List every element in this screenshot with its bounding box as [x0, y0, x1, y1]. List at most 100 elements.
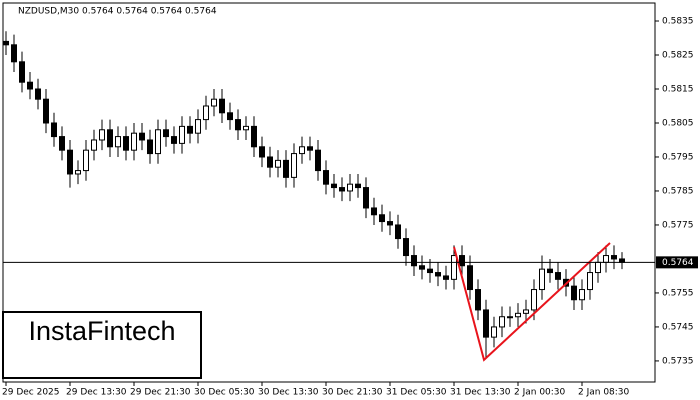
candle-body — [451, 255, 457, 280]
candle-body — [331, 183, 337, 189]
candle-body — [515, 312, 521, 318]
candle-body — [195, 119, 201, 134]
x-tick-label: 30 Dec 05:30 — [194, 388, 255, 398]
candle-body — [187, 125, 193, 134]
candle-body — [427, 268, 433, 274]
candle-body — [571, 285, 577, 301]
candle-body — [171, 136, 177, 144]
candle-body — [251, 125, 257, 148]
candle-body — [275, 159, 281, 168]
candle-body — [99, 129, 105, 141]
candle-body — [483, 309, 489, 338]
candle-body — [91, 139, 97, 151]
candle-body — [179, 125, 185, 144]
candle-body — [115, 136, 121, 148]
x-tick-label: 30 Dec 21:30 — [322, 388, 383, 398]
candle-body — [443, 275, 449, 280]
candle-body — [611, 255, 617, 260]
candle-body — [155, 129, 161, 155]
current-price-label: 0.5764 — [662, 258, 694, 268]
candle-body — [347, 183, 353, 192]
candle-body — [523, 309, 529, 314]
candle-body — [11, 44, 17, 63]
logo: InstaFintech — [28, 316, 175, 346]
candle-body — [227, 112, 233, 121]
x-tick-label: 30 Dec 13:30 — [258, 388, 319, 398]
candle-body — [411, 255, 417, 267]
candle-body — [339, 187, 345, 192]
y-tick-label: 0.5795 — [662, 152, 694, 162]
candle-body — [259, 146, 265, 158]
x-tick-label: 31 Dec 13:30 — [450, 388, 511, 398]
candle-body — [507, 316, 513, 319]
candle-body — [371, 207, 377, 216]
candle-body — [603, 255, 609, 263]
candle-body — [355, 183, 361, 189]
candle-body — [75, 170, 81, 175]
candle-body — [299, 146, 305, 155]
x-tick-label: 29 Dec 13:30 — [66, 388, 127, 398]
candle-body — [163, 129, 169, 138]
candle-body — [595, 261, 601, 274]
y-tick-label: 0.5755 — [662, 288, 694, 298]
candle-body — [19, 61, 25, 83]
candle-body — [3, 40, 9, 46]
candle-body — [291, 153, 297, 178]
candle-body — [467, 265, 473, 291]
y-tick-label: 0.5775 — [662, 220, 694, 230]
candle-body — [475, 289, 481, 311]
candle-body — [315, 149, 321, 172]
pattern-line — [453, 242, 611, 362]
candle-body — [379, 214, 385, 223]
candle-body — [387, 221, 393, 226]
candle-body — [139, 132, 145, 141]
x-tick-label: 29 Dec 2025 — [2, 388, 60, 398]
candle-body — [555, 272, 561, 280]
candle-body — [323, 170, 329, 185]
candle-body — [419, 265, 425, 270]
candle-body — [307, 146, 313, 151]
x-tick-label: 29 Dec 21:30 — [130, 388, 191, 398]
candle-body — [459, 255, 465, 267]
candle-body — [283, 159, 289, 178]
candle-body — [83, 149, 89, 172]
y-tick-label: 0.5825 — [662, 51, 694, 61]
candle-body — [35, 88, 41, 100]
candle-body — [267, 156, 273, 168]
candle-body — [539, 268, 545, 291]
y-tick-label: 0.5835 — [662, 17, 694, 27]
y-tick-label: 0.5815 — [662, 84, 694, 94]
candle-body — [211, 98, 217, 107]
candle-body — [43, 98, 49, 124]
candle-body — [579, 289, 585, 301]
candle-body — [491, 326, 497, 338]
candle-body — [363, 187, 369, 209]
candle-body — [147, 139, 153, 155]
candle-body — [403, 238, 409, 257]
logo-box — [2, 311, 202, 379]
candle-body — [27, 81, 33, 90]
candle-body — [235, 119, 241, 131]
candle-body — [619, 258, 625, 263]
marks: 0.5835 0.5825 0.5815 0.5805 0.5795 0.5785 0.57… — [2, 17, 694, 398]
candle-body — [203, 105, 209, 121]
candle-body — [531, 289, 537, 311]
y-tick-label: 0.5745 — [662, 322, 694, 332]
x-tick-label: 2 Jan 08:30 — [578, 388, 630, 398]
candle-body — [131, 132, 137, 151]
y-tick-label: 0.5805 — [662, 118, 694, 128]
y-tick-label: 0.5785 — [662, 186, 694, 196]
candle-body — [51, 122, 57, 138]
candle-body — [499, 316, 505, 328]
candle-body — [123, 136, 129, 151]
candle-body — [435, 272, 441, 277]
chart-title: NZDUSD,M30 0.5764 0.5764 0.5764 0.5764 — [18, 7, 217, 17]
y-tick-label: 0.5735 — [662, 356, 694, 366]
candle-body — [67, 149, 73, 175]
current-price-box — [656, 256, 698, 269]
candle-body — [219, 98, 225, 114]
candle-body — [395, 224, 401, 240]
candle-body — [107, 129, 113, 148]
candle-body — [243, 125, 249, 131]
